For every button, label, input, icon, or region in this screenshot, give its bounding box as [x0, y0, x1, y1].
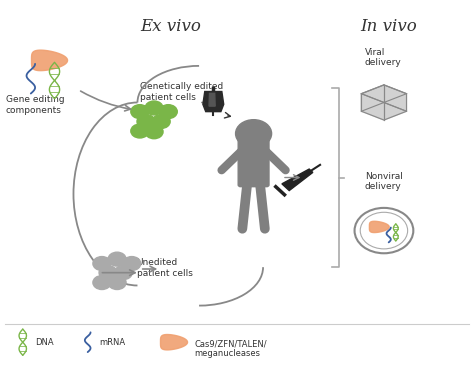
Circle shape: [145, 101, 163, 115]
Circle shape: [93, 257, 111, 270]
Text: DNA: DNA: [36, 338, 54, 347]
Text: Cas9/ZFN/TALEN/
meganucleases: Cas9/ZFN/TALEN/ meganucleases: [194, 339, 267, 359]
Text: mRNA: mRNA: [100, 338, 126, 347]
Circle shape: [108, 276, 126, 290]
Polygon shape: [369, 221, 389, 232]
Text: Nonviral
delivery: Nonviral delivery: [365, 172, 403, 191]
Polygon shape: [209, 93, 215, 106]
Polygon shape: [361, 85, 407, 120]
Circle shape: [108, 252, 126, 266]
Polygon shape: [161, 335, 188, 350]
Circle shape: [355, 208, 413, 253]
Circle shape: [159, 105, 177, 119]
Text: In vivo: In vivo: [360, 18, 417, 35]
Text: Ex vivo: Ex vivo: [140, 18, 201, 35]
Polygon shape: [282, 169, 313, 191]
Circle shape: [236, 120, 272, 147]
Circle shape: [114, 266, 132, 280]
Text: Viral
delivery: Viral delivery: [365, 48, 402, 67]
Circle shape: [137, 115, 155, 128]
Circle shape: [131, 105, 149, 119]
Circle shape: [145, 125, 163, 139]
FancyBboxPatch shape: [238, 139, 269, 187]
Circle shape: [99, 266, 117, 280]
Circle shape: [152, 115, 170, 128]
Text: Genetically edited
patient cells: Genetically edited patient cells: [140, 82, 224, 102]
Circle shape: [123, 257, 141, 270]
Text: Unedited
patient cells: Unedited patient cells: [137, 258, 192, 278]
Polygon shape: [203, 92, 224, 112]
Circle shape: [93, 276, 111, 290]
Circle shape: [131, 124, 149, 138]
Text: Gene editing
components: Gene editing components: [6, 95, 64, 115]
Polygon shape: [32, 50, 67, 71]
